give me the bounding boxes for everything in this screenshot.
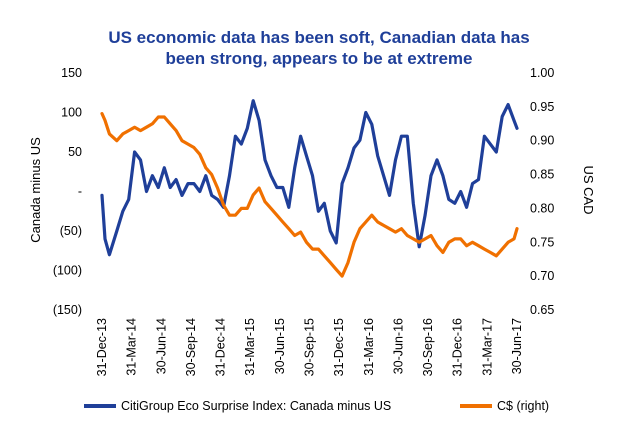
series-line-citigroup	[100, 99, 519, 257]
chart-title: US economic data has been soft, Canadian…	[108, 28, 529, 68]
x-tick-label: 30-Jun-14	[154, 318, 168, 374]
right-tick-label: 0.85	[530, 168, 554, 182]
right-tick-label: 0.95	[530, 100, 554, 114]
left-tick-label: -	[78, 185, 82, 199]
left-tick-label: 50	[68, 145, 82, 159]
left-tick-label: 100	[61, 106, 82, 120]
title-line-2: been strong, appears to be at extreme	[165, 49, 472, 68]
x-tick-label: 30-Sep-14	[184, 318, 198, 376]
x-tick-label: 31-Mar-14	[125, 318, 139, 376]
left-axis-ticks: 150 100 50 - (50) (100) (150)	[53, 66, 82, 317]
left-tick-label: (50)	[60, 224, 82, 238]
right-tick-label: 0.75	[530, 235, 554, 249]
right-axis-label: US CAD	[581, 165, 596, 214]
x-tick-label: 31-Dec-13	[95, 318, 109, 376]
x-tick-label: 31-Dec-16	[451, 318, 465, 376]
right-axis-ticks: 1.00 0.95 0.90 0.85 0.80 0.75 0.70 0.65	[530, 66, 554, 317]
title-line-1: US economic data has been soft, Canadian…	[108, 28, 529, 47]
x-tick-label: 30-Sep-16	[421, 318, 435, 376]
series-line-cad	[100, 111, 519, 278]
right-tick-label: 0.65	[530, 303, 554, 317]
left-tick-label: 150	[61, 66, 82, 80]
right-tick-label: 1.00	[530, 66, 554, 80]
x-tick-label: 31-Mar-15	[243, 318, 257, 376]
x-tick-label: 30-Jun-15	[273, 318, 287, 374]
x-tick-label: 30-Jun-16	[391, 318, 405, 374]
x-tick-label: 31-Dec-15	[332, 318, 346, 376]
left-tick-label: (100)	[53, 264, 82, 278]
left-axis-label: Canada minus US	[28, 137, 43, 243]
series-lines	[100, 99, 519, 278]
x-tick-label: 31-Mar-17	[480, 318, 494, 376]
x-tick-label: 30-Sep-15	[303, 318, 317, 376]
legend: CitiGroup Eco Surprise Index: Canada min…	[84, 399, 549, 413]
x-tick-label: 31-Mar-16	[362, 318, 376, 376]
right-tick-label: 0.80	[530, 201, 554, 215]
right-tick-label: 0.70	[530, 269, 554, 283]
legend-label-cad: C$ (right)	[497, 399, 549, 413]
x-axis-ticks: 31-Dec-13 31-Mar-14 30-Jun-14 30-Sep-14 31-D…	[95, 318, 524, 376]
x-tick-label: 31-Dec-14	[214, 318, 228, 376]
right-tick-label: 0.90	[530, 134, 554, 148]
x-tick-label: 30-Jun-17	[510, 318, 524, 374]
legend-label-citigroup: CitiGroup Eco Surprise Index: Canada min…	[121, 399, 391, 413]
left-tick-label: (150)	[53, 303, 82, 317]
